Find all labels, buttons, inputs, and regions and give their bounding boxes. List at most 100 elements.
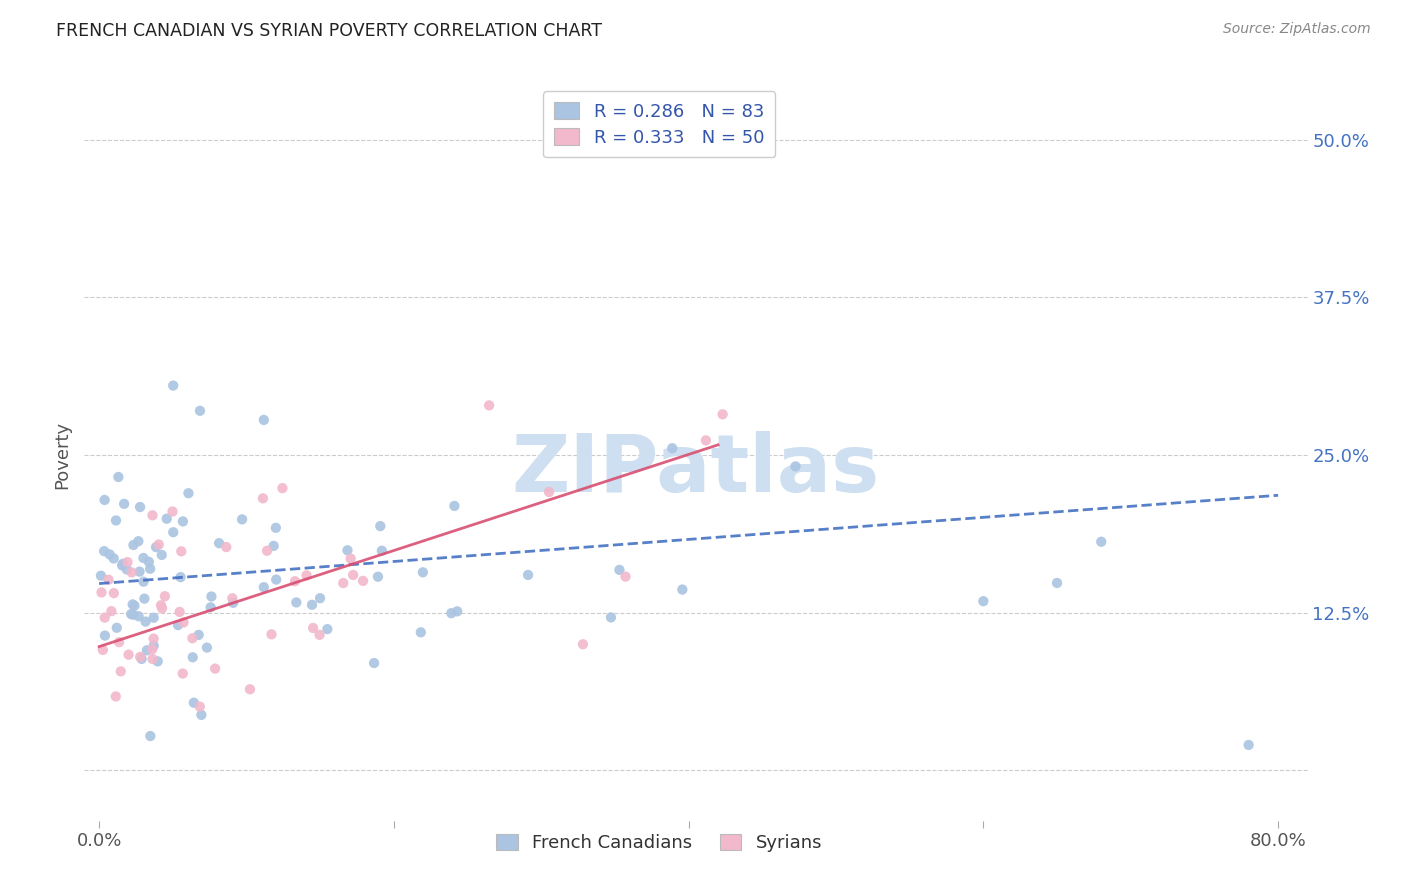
Point xyxy=(117,555,139,569)
Point xyxy=(409,625,432,640)
Point xyxy=(446,604,468,618)
Point xyxy=(162,378,184,392)
Point xyxy=(1237,738,1260,752)
Point xyxy=(253,413,276,427)
Point xyxy=(336,543,359,558)
Point xyxy=(93,544,115,558)
Point xyxy=(309,591,332,606)
Point xyxy=(153,589,176,603)
Point xyxy=(284,574,307,589)
Point xyxy=(188,404,211,418)
Point xyxy=(181,632,204,646)
Point xyxy=(972,594,994,608)
Point xyxy=(146,654,169,668)
Point xyxy=(181,650,204,665)
Point xyxy=(169,605,191,619)
Point xyxy=(111,557,134,571)
Point xyxy=(91,643,114,657)
Point xyxy=(367,570,389,584)
Point xyxy=(129,500,152,514)
Point xyxy=(342,568,364,582)
Point xyxy=(187,628,209,642)
Point xyxy=(711,407,734,421)
Point xyxy=(100,604,122,618)
Point xyxy=(190,707,212,722)
Point xyxy=(600,610,623,624)
Point xyxy=(200,590,222,604)
Point xyxy=(122,538,145,552)
Point xyxy=(264,573,287,587)
Point xyxy=(440,606,463,620)
Point xyxy=(132,550,155,565)
Point xyxy=(172,515,194,529)
Point xyxy=(177,486,200,500)
Point xyxy=(332,576,354,591)
Point xyxy=(295,568,318,582)
Point xyxy=(142,639,165,653)
Point xyxy=(103,551,125,566)
Point xyxy=(302,621,325,635)
Point xyxy=(208,536,231,550)
Point xyxy=(124,599,146,613)
Point xyxy=(478,398,501,412)
Point xyxy=(139,729,162,743)
Point xyxy=(264,521,287,535)
Text: ZIPatlas: ZIPatlas xyxy=(512,431,880,508)
Point xyxy=(215,540,238,554)
Point xyxy=(131,652,153,666)
Legend: French Canadians, Syrians: French Canadians, Syrians xyxy=(489,827,830,859)
Point xyxy=(169,570,191,584)
Point xyxy=(150,601,173,615)
Point xyxy=(111,558,134,573)
Point xyxy=(90,568,112,582)
Point xyxy=(239,682,262,697)
Point xyxy=(141,652,163,666)
Y-axis label: Poverty: Poverty xyxy=(53,421,72,489)
Point xyxy=(97,573,120,587)
Point xyxy=(443,499,465,513)
Point xyxy=(195,640,218,655)
Point xyxy=(172,666,194,681)
Point xyxy=(142,632,165,646)
Point xyxy=(572,637,595,651)
Point xyxy=(94,610,117,624)
Point xyxy=(221,591,243,606)
Point xyxy=(363,656,385,670)
Point xyxy=(785,459,807,474)
Point xyxy=(371,543,394,558)
Point xyxy=(141,508,163,523)
Point xyxy=(104,690,127,704)
Point xyxy=(156,511,179,525)
Point xyxy=(256,543,278,558)
Point xyxy=(135,643,157,657)
Point xyxy=(308,628,330,642)
Point xyxy=(93,492,115,507)
Point xyxy=(105,621,128,635)
Point xyxy=(204,662,226,676)
Point xyxy=(150,548,173,562)
Point xyxy=(94,629,117,643)
Point xyxy=(167,618,190,632)
Point xyxy=(661,442,683,456)
Point xyxy=(142,611,165,625)
Point xyxy=(1090,534,1112,549)
Point xyxy=(352,574,374,588)
Point xyxy=(90,585,112,599)
Point xyxy=(120,607,142,621)
Point xyxy=(263,539,285,553)
Point xyxy=(609,563,631,577)
Point xyxy=(339,551,361,566)
Point xyxy=(517,568,540,582)
Point xyxy=(128,609,150,624)
Point xyxy=(271,481,294,495)
Point xyxy=(103,586,125,600)
Point xyxy=(285,595,308,609)
Point xyxy=(145,540,167,554)
Point xyxy=(183,696,205,710)
Point xyxy=(252,491,274,506)
Point xyxy=(139,562,162,576)
Point xyxy=(117,648,139,662)
Point xyxy=(1046,576,1069,591)
Point xyxy=(222,596,245,610)
Point xyxy=(148,537,170,551)
